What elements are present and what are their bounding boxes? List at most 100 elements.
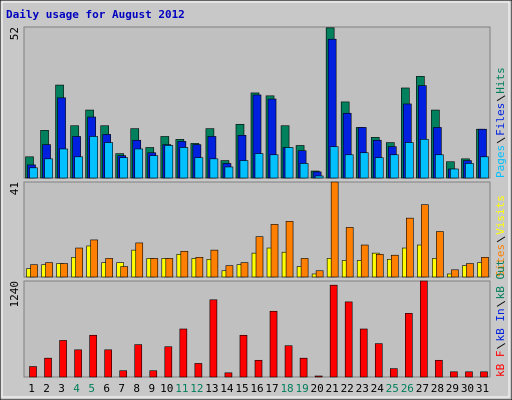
bar	[29, 167, 38, 179]
bar	[360, 244, 369, 278]
bar	[421, 204, 429, 278]
bar	[314, 175, 324, 179]
x-tick-label: 22	[341, 382, 354, 395]
legend-entry: Visits	[494, 195, 507, 235]
bar	[374, 343, 383, 378]
x-tick-label: 29	[446, 382, 459, 395]
bar	[194, 363, 203, 378]
x-tick-label: 6	[103, 382, 110, 395]
x-tick-label: 18	[280, 382, 293, 395]
bar	[466, 263, 474, 278]
bar	[195, 257, 204, 278]
bar	[375, 253, 384, 278]
bar	[480, 156, 489, 179]
x-tick-label: 25	[386, 382, 399, 395]
bar	[254, 153, 264, 179]
x-tick-label: 28	[431, 382, 444, 395]
x-tick-label: 16	[250, 382, 263, 395]
bar	[269, 310, 278, 378]
bar	[344, 301, 353, 378]
bar	[359, 328, 368, 378]
legend-entry: Pages	[494, 145, 507, 178]
bar	[480, 371, 488, 378]
bar	[389, 368, 398, 378]
bar	[44, 357, 52, 378]
bar	[435, 359, 443, 378]
bar	[164, 145, 174, 179]
bar	[450, 168, 459, 179]
x-tick-label: 4	[73, 382, 80, 395]
bar	[389, 154, 399, 179]
legend-separator	[496, 95, 506, 102]
bar	[374, 157, 384, 179]
legend-entry: Hits	[494, 67, 507, 94]
bar	[270, 224, 279, 278]
x-tick-label: 27	[416, 382, 429, 395]
x-tick-label: 17	[265, 382, 278, 395]
bar	[179, 328, 188, 378]
legend-entry: kB In	[494, 308, 507, 341]
bar	[119, 370, 128, 378]
legend-separator	[496, 236, 506, 243]
x-tick-label: 26	[401, 382, 414, 395]
bar	[165, 258, 174, 278]
bar	[451, 269, 459, 278]
bar	[59, 340, 67, 378]
bar	[299, 163, 309, 179]
x-tick-label: 12	[190, 382, 203, 395]
bar	[359, 152, 369, 179]
bar	[435, 154, 444, 179]
bar	[179, 147, 189, 179]
bar	[254, 359, 263, 378]
x-tick-label: 31	[476, 382, 489, 395]
bar	[314, 375, 323, 378]
x-tick-label: 19	[295, 382, 308, 395]
bar	[44, 158, 53, 179]
legend-entry: Sites	[494, 244, 507, 277]
bar	[134, 344, 143, 378]
x-tick-label: 15	[235, 382, 248, 395]
bar	[284, 147, 294, 179]
legend-entry: Files	[494, 103, 507, 136]
bar	[45, 262, 53, 278]
bar	[209, 299, 218, 378]
x-tick-label: 23	[356, 382, 369, 395]
y-tick-label: 41	[8, 182, 21, 195]
bar	[239, 334, 248, 378]
bar	[149, 155, 159, 179]
x-tick-label: 21	[326, 382, 339, 395]
y-tick-label: 52	[8, 27, 21, 40]
bar	[149, 370, 158, 378]
bar	[90, 239, 98, 278]
bar	[74, 349, 82, 378]
bar	[89, 136, 98, 179]
bar	[436, 231, 444, 278]
bar	[344, 154, 354, 179]
x-tick-label: 13	[205, 382, 218, 395]
x-tick-label: 20	[311, 382, 324, 395]
x-tick-label: 2	[43, 382, 50, 395]
bar	[255, 236, 264, 278]
bar	[330, 181, 339, 278]
x-tick-label: 9	[148, 382, 155, 395]
legend-separator	[496, 343, 506, 349]
x-tick-label: 24	[371, 382, 385, 395]
bar	[329, 146, 339, 179]
bar	[120, 266, 129, 278]
bar	[465, 371, 473, 378]
bar	[345, 227, 354, 278]
legend-entry: kB Out	[494, 260, 507, 300]
bar	[240, 262, 249, 278]
x-tick-label: 7	[118, 382, 125, 395]
bar	[104, 142, 113, 179]
bar	[315, 270, 324, 278]
bar	[406, 217, 414, 278]
x-tick-label: 3	[58, 382, 65, 395]
bar	[74, 156, 83, 179]
bar	[465, 163, 474, 179]
bar	[420, 139, 429, 179]
bar	[329, 284, 338, 378]
bar	[105, 258, 113, 278]
y-tick-label: 1240	[8, 281, 21, 308]
